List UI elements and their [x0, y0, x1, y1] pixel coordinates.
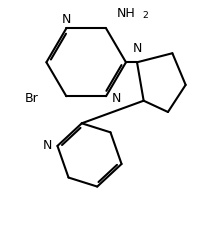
Text: N: N	[43, 139, 52, 152]
Text: NH: NH	[117, 7, 136, 20]
Text: N: N	[62, 13, 71, 26]
Text: N: N	[132, 42, 142, 55]
Text: N: N	[112, 91, 121, 104]
Text: 2: 2	[143, 11, 149, 20]
Text: Br: Br	[25, 91, 39, 104]
